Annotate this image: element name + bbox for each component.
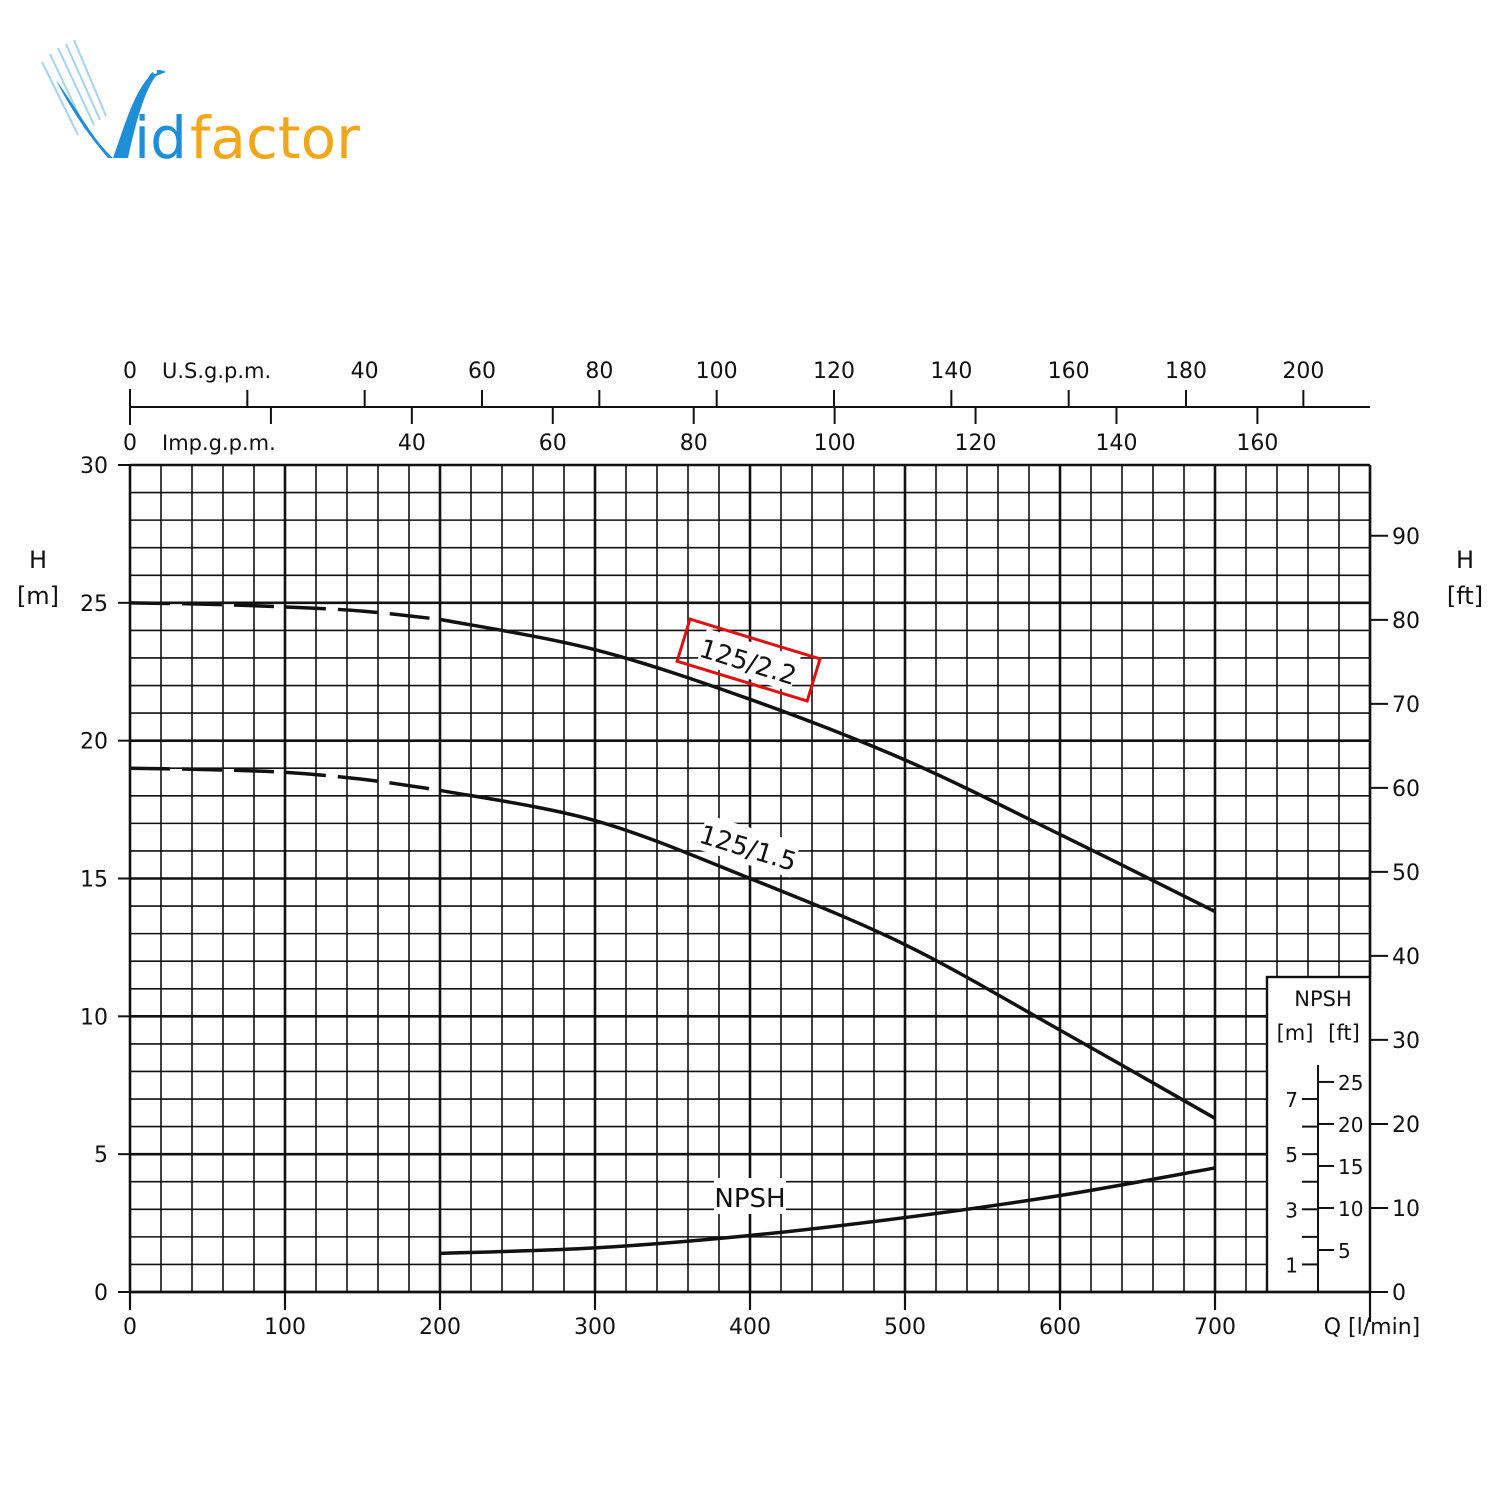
vidfactor-logo: id factor xyxy=(38,39,378,172)
npsh-inset-unit-m: [m] xyxy=(1277,1021,1314,1045)
npsh-ft-tick-label: 15 xyxy=(1338,1155,1363,1179)
usgpm-axis-label: U.S.g.p.m. xyxy=(162,359,271,383)
y-tick-label: 15 xyxy=(80,868,108,893)
curve-npsh-label-group: NPSH xyxy=(714,1178,786,1214)
impgpm-tick-label: 0 xyxy=(123,431,137,456)
y-tick-label: 5 xyxy=(94,1143,108,1168)
x-axis-label: Q [l/min] xyxy=(1324,1315,1421,1340)
x-tick-label: 500 xyxy=(884,1315,926,1340)
right-tick-label: 60 xyxy=(1392,777,1420,802)
right-axis-unit: [ft] xyxy=(1447,582,1483,610)
curve-npsh-label: NPSH xyxy=(714,1184,785,1214)
curve-125-2-2-label-group: 125/2.2 xyxy=(675,617,822,703)
curve-125-2-2-dashed xyxy=(129,601,441,622)
x-tick-label: 600 xyxy=(1039,1315,1081,1340)
impgpm-tick-label: 120 xyxy=(955,431,997,456)
curve-125-2-2 xyxy=(439,617,1216,914)
right-axis-label: H xyxy=(1456,546,1474,574)
curve-125-1-5-dashed xyxy=(129,766,441,793)
npsh-m-tick-label: 3 xyxy=(1285,1198,1298,1222)
impgpm-tick-label: 40 xyxy=(398,431,426,456)
svg-text:id: id xyxy=(134,104,187,170)
svg-text:factor: factor xyxy=(190,104,360,170)
usgpm-tick-label: 180 xyxy=(1165,359,1207,384)
usgpm-tick-label: 80 xyxy=(585,359,613,384)
curve-125-2-2-label-bg xyxy=(696,628,801,692)
right-tick-label: 30 xyxy=(1392,1029,1420,1054)
impgpm-tick-label: 160 xyxy=(1236,431,1278,456)
npsh-m-tick-label: 7 xyxy=(1285,1088,1298,1112)
usgpm-tick-label: 100 xyxy=(696,359,738,384)
curve-125-1-5-label-bg xyxy=(696,814,801,878)
right-tick-label: 0 xyxy=(1392,1281,1406,1306)
right-tick-label: 40 xyxy=(1392,945,1420,970)
impgpm-tick-label: 60 xyxy=(539,431,567,456)
x-tick-label: 200 xyxy=(419,1315,461,1340)
y-tick-label: 10 xyxy=(80,1005,108,1030)
curve-125-1-5 xyxy=(439,788,1216,1120)
npsh-inset-title: NPSH xyxy=(1294,987,1352,1011)
highlight-box xyxy=(675,617,822,703)
x-tick-label: 100 xyxy=(264,1315,306,1340)
curve-npsh-label-bg xyxy=(714,1178,786,1214)
y-axis-label: H xyxy=(29,546,47,574)
npsh-ft-tick-label: 20 xyxy=(1338,1113,1363,1137)
npsh-ft-tick-label: 10 xyxy=(1338,1197,1363,1221)
right-tick-label: 20 xyxy=(1392,1113,1420,1138)
impgpm-tick-label: 100 xyxy=(814,431,856,456)
npsh-ft-tick-label: 25 xyxy=(1338,1071,1363,1095)
impgpm-axis-label: Imp.g.p.m. xyxy=(162,431,276,455)
npsh-inset-unit-ft: [ft] xyxy=(1328,1021,1360,1045)
usgpm-tick-label: 60 xyxy=(468,359,496,384)
curve-npsh xyxy=(439,1166,1216,1256)
right-tick-label: 50 xyxy=(1392,861,1420,886)
y-tick-label: 30 xyxy=(80,454,108,479)
usgpm-tick-label: 0 xyxy=(123,359,137,384)
npsh-m-tick-label: 5 xyxy=(1285,1143,1298,1167)
impgpm-tick-label: 140 xyxy=(1095,431,1137,456)
right-tick-label: 90 xyxy=(1392,525,1420,550)
usgpm-tick-label: 200 xyxy=(1282,359,1324,384)
x-tick-label: 400 xyxy=(729,1315,771,1340)
y-axis-unit: [m] xyxy=(17,582,59,610)
y-tick-label: 25 xyxy=(80,592,108,617)
usgpm-tick-label: 140 xyxy=(930,359,972,384)
npsh-ft-tick-label: 5 xyxy=(1338,1239,1351,1263)
npsh-m-tick-label: 1 xyxy=(1285,1253,1298,1277)
x-tick-label: 700 xyxy=(1194,1315,1236,1340)
usgpm-tick-label: 40 xyxy=(351,359,379,384)
usgpm-tick-label: 160 xyxy=(1048,359,1090,384)
impgpm-tick-label: 80 xyxy=(680,431,708,456)
y-tick-label: 0 xyxy=(94,1281,108,1306)
y-tick-label: 20 xyxy=(80,730,108,755)
x-tick-label: 300 xyxy=(574,1315,616,1340)
x-tick-label: 0 xyxy=(123,1315,137,1340)
right-tick-label: 10 xyxy=(1392,1197,1420,1222)
right-tick-label: 80 xyxy=(1392,609,1420,634)
usgpm-tick-label: 120 xyxy=(813,359,855,384)
right-tick-label: 70 xyxy=(1392,693,1420,718)
